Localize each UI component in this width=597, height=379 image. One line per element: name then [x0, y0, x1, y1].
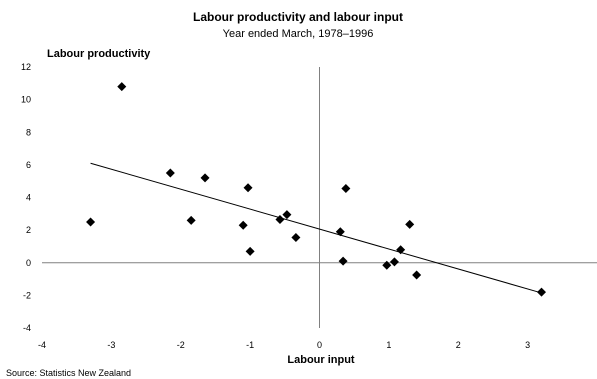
y-tick-label: 10	[21, 95, 31, 105]
data-point	[238, 220, 248, 230]
data-point	[389, 257, 399, 267]
chart-subtitle: Year ended March, 1978–1996	[223, 28, 374, 40]
data-point	[341, 184, 351, 194]
data-point	[117, 82, 127, 92]
y-tick-label: 6	[26, 160, 31, 170]
data-point	[186, 215, 196, 225]
data-point	[243, 183, 253, 193]
x-tick-label: -2	[177, 340, 185, 350]
data-point	[291, 232, 301, 242]
data-point	[200, 173, 210, 183]
y-axis-label: Labour productivity	[47, 48, 151, 60]
x-tick-label: -3	[107, 340, 115, 350]
data-point	[335, 227, 345, 237]
data-point	[396, 245, 406, 255]
y-tick-label: -4	[23, 323, 31, 333]
x-tick-label: -1	[246, 340, 254, 350]
trendline-layer	[90, 162, 542, 294]
data-point	[382, 260, 392, 270]
x-tick-label: 1	[386, 340, 391, 350]
data-point	[275, 215, 285, 225]
x-tick-label: 0	[317, 340, 322, 350]
data-point	[537, 287, 546, 297]
x-axis-label: Labour input	[287, 354, 355, 366]
data-points	[86, 82, 546, 297]
data-point	[405, 219, 415, 229]
source-note: Source: Statistics New Zealand	[6, 368, 131, 378]
y-tick-label: 8	[26, 127, 31, 137]
data-point	[338, 256, 348, 266]
data-point	[245, 246, 255, 256]
data-point	[86, 217, 96, 227]
x-tick-label: 3	[525, 340, 530, 350]
x-tick-label: 2	[456, 340, 461, 350]
trendline	[90, 162, 542, 294]
data-point	[412, 270, 422, 280]
data-point	[165, 168, 175, 178]
y-tick-label: 4	[26, 193, 31, 203]
data-point	[282, 210, 292, 220]
x-tick-label: -4	[38, 340, 46, 350]
y-tick-label: -2	[23, 290, 31, 300]
axes	[42, 67, 597, 328]
y-tick-label: 12	[21, 62, 31, 72]
y-tick-label: 2	[26, 225, 31, 235]
y-tick-label: 0	[26, 258, 31, 268]
chart-title: Labour productivity and labour input	[193, 10, 403, 24]
